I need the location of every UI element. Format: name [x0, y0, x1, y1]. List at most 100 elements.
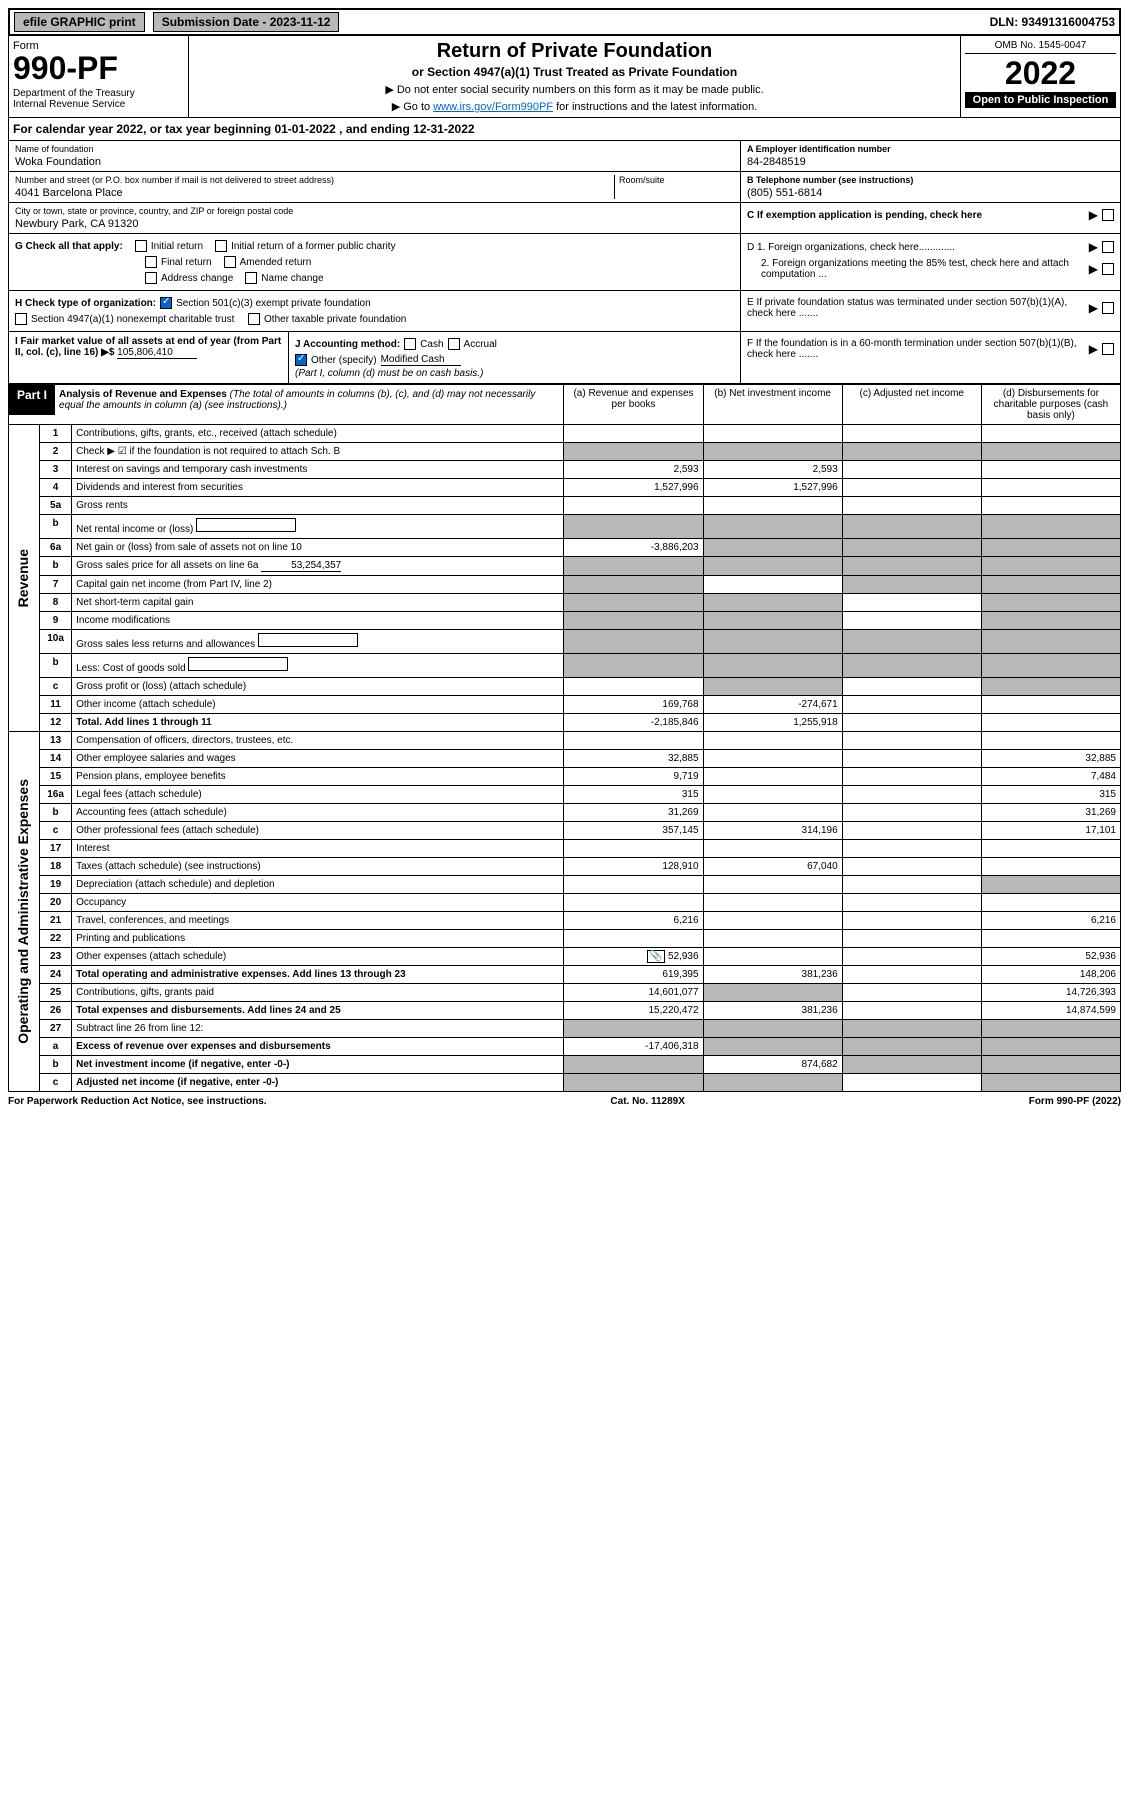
table-row: 3Interest on savings and temporary cash …: [9, 461, 1121, 479]
table-row: 14Other employee salaries and wages32,88…: [9, 750, 1121, 768]
table-row: 11Other income (attach schedule) 169,768…: [9, 696, 1121, 714]
table-cell: [703, 840, 842, 858]
part1-table: Part I Analysis of Revenue and Expenses …: [8, 384, 1121, 1092]
table-cell: [842, 425, 981, 443]
line-desc: Check ▶ ☑ if the foundation is not requi…: [72, 443, 564, 461]
d1-checkbox[interactable]: [1102, 241, 1114, 253]
address-change-chk[interactable]: [145, 272, 157, 284]
phone-value: (805) 551-6814: [747, 187, 1114, 199]
table-row: 26Total expenses and disbursements. Add …: [9, 1002, 1121, 1020]
line-desc: Gross profit or (loss) (attach schedule): [72, 678, 564, 696]
table-cell: 52,936: [981, 948, 1120, 966]
table-row: 9Income modifications: [9, 612, 1121, 630]
final-return-chk[interactable]: [145, 256, 157, 268]
line-number: c: [40, 822, 72, 840]
table-row: 15Pension plans, employee benefits9,7197…: [9, 768, 1121, 786]
calendar-year-row: For calendar year 2022, or tax year begi…: [8, 118, 1121, 141]
table-row: bGross sales price for all assets on lin…: [9, 557, 1121, 576]
irs-link[interactable]: www.irs.gov/Form990PF: [433, 101, 553, 113]
c-checkbox[interactable]: [1102, 209, 1114, 221]
table-cell: [703, 497, 842, 515]
e-checkbox[interactable]: [1102, 302, 1114, 314]
table-cell: -2,185,846: [564, 714, 703, 732]
line-desc: Total operating and administrative expen…: [72, 966, 564, 984]
line-desc: Net rental income or (loss): [72, 515, 564, 539]
table-row: 27Subtract line 26 from line 12:: [9, 1020, 1121, 1038]
attachment-icon[interactable]: 📎: [647, 950, 665, 963]
table-cell: [564, 630, 703, 654]
d2-label: 2. Foreign organizations meeting the 85%…: [747, 258, 1085, 280]
table-cell: [981, 497, 1120, 515]
table-cell: [703, 576, 842, 594]
table-cell: [564, 840, 703, 858]
phone-label: B Telephone number (see instructions): [747, 175, 1114, 185]
table-row: bNet investment income (if negative, ent…: [9, 1056, 1121, 1074]
line-desc: Accounting fees (attach schedule): [72, 804, 564, 822]
table-cell: 31,269: [564, 804, 703, 822]
f-checkbox[interactable]: [1102, 343, 1114, 355]
table-cell: [564, 515, 703, 539]
table-row: 21Travel, conferences, and meetings6,216…: [9, 912, 1121, 930]
table-cell: [703, 654, 842, 678]
line-desc: Gross sales less returns and allowances: [72, 630, 564, 654]
line-number: 14: [40, 750, 72, 768]
c-label: C If exemption application is pending, c…: [747, 210, 1085, 221]
table-cell: 2,593: [564, 461, 703, 479]
line-desc: Adjusted net income (if negative, enter …: [72, 1074, 564, 1092]
table-cell: [981, 1038, 1120, 1056]
table-cell: [842, 732, 981, 750]
table-row: 23Other expenses (attach schedule)📎 52,9…: [9, 948, 1121, 966]
j-other-value: Modified Cash: [381, 354, 461, 366]
h-501c3-chk[interactable]: [160, 297, 172, 309]
table-row: bNet rental income or (loss): [9, 515, 1121, 539]
form-note2: ▶ Go to www.irs.gov/Form990PF for instru…: [193, 100, 956, 113]
table-cell: [703, 515, 842, 539]
line-number: c: [40, 678, 72, 696]
table-cell: [981, 1020, 1120, 1038]
table-cell: [842, 576, 981, 594]
table-cell: 67,040: [703, 858, 842, 876]
room-label: Room/suite: [619, 175, 734, 185]
j-other-chk[interactable]: [295, 354, 307, 366]
j-cash-chk[interactable]: [404, 338, 416, 350]
table-cell: [703, 804, 842, 822]
initial-former-chk[interactable]: [215, 240, 227, 252]
j-accrual-chk[interactable]: [448, 338, 460, 350]
form-header: Form 990-PF Department of the TreasuryIn…: [8, 36, 1121, 118]
line-desc: Gross sales price for all assets on line…: [72, 557, 564, 576]
line-desc: Occupancy: [72, 894, 564, 912]
line-desc: Income modifications: [72, 612, 564, 630]
table-cell: 148,206: [981, 966, 1120, 984]
line-desc: Other professional fees (attach schedule…: [72, 822, 564, 840]
line-number: 26: [40, 1002, 72, 1020]
h-label: H Check type of organization:: [15, 298, 156, 309]
table-row: 4Dividends and interest from securities …: [9, 479, 1121, 497]
table-row: bAccounting fees (attach schedule)31,269…: [9, 804, 1121, 822]
h-other-chk[interactable]: [248, 313, 260, 325]
efile-print-button[interactable]: efile GRAPHIC print: [14, 12, 145, 32]
table-row: 6aNet gain or (loss) from sale of assets…: [9, 539, 1121, 557]
table-cell: [564, 894, 703, 912]
submission-date: Submission Date - 2023-11-12: [153, 12, 340, 32]
table-cell: 31,269: [981, 804, 1120, 822]
table-cell: [981, 612, 1120, 630]
line-number: 8: [40, 594, 72, 612]
line-number: 24: [40, 966, 72, 984]
footer-left: For Paperwork Reduction Act Notice, see …: [8, 1096, 267, 1107]
line-number: 25: [40, 984, 72, 1002]
table-cell: 7,484: [981, 768, 1120, 786]
line-number: a: [40, 1038, 72, 1056]
amended-return-chk[interactable]: [224, 256, 236, 268]
table-cell: [981, 840, 1120, 858]
part1-label: Part I: [9, 385, 55, 415]
table-cell: 14,874,599: [981, 1002, 1120, 1020]
line-number: 22: [40, 930, 72, 948]
name-change-chk[interactable]: [245, 272, 257, 284]
initial-return-chk[interactable]: [135, 240, 147, 252]
h-4947-chk[interactable]: [15, 313, 27, 325]
table-cell: [703, 539, 842, 557]
table-cell: 2,593: [703, 461, 842, 479]
table-cell: [842, 822, 981, 840]
d2-checkbox[interactable]: [1102, 263, 1114, 275]
table-cell: [981, 930, 1120, 948]
